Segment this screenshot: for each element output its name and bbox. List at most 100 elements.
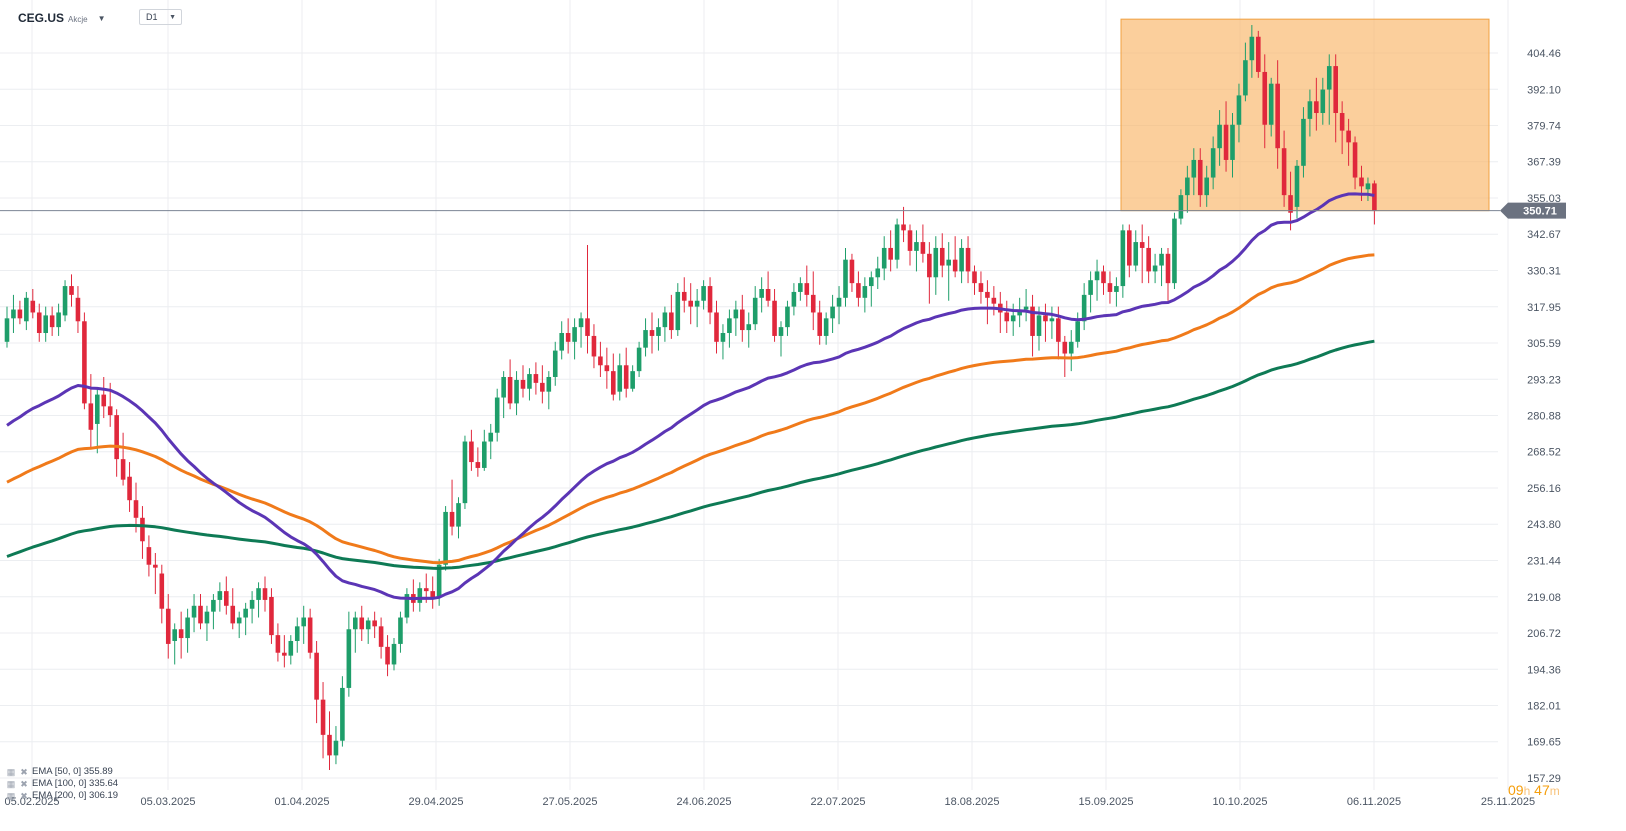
candle-body [933, 247, 939, 278]
last-price-tag [1500, 202, 1566, 219]
candle-body [914, 242, 919, 251]
candle-body [643, 330, 648, 348]
indicator-legend: ▦ ✖ EMA [50, 0] 355.89 ▦ ✖ EMA [100, 0] … [6, 766, 118, 802]
timeframe-select[interactable]: D1 ▼ [139, 9, 182, 25]
candle-body [585, 318, 590, 336]
candle-body [759, 289, 764, 298]
legend-ema50-text: EMA [50, 0] 355.89 [32, 766, 113, 777]
x-tick-label: 15.09.2025 [1078, 796, 1133, 808]
candle-body [1326, 66, 1332, 90]
candle-body [746, 324, 752, 331]
y-tick-label: 194.36 [1527, 664, 1561, 676]
candle-body [1191, 159, 1197, 178]
y-tick-label: 355.03 [1527, 193, 1561, 205]
candle-body [107, 406, 113, 416]
candle-body [1281, 148, 1287, 196]
candle-body [211, 599, 216, 612]
candle-body [262, 588, 268, 600]
close-icon[interactable]: ✖ [20, 791, 28, 801]
candle-body [1152, 265, 1158, 272]
candle-body [1159, 253, 1164, 266]
candle-body [881, 247, 887, 269]
candle-body [1017, 309, 1022, 316]
candle-body [785, 306, 790, 328]
y-tick-label: 169.65 [1527, 737, 1561, 749]
candle-body [430, 591, 435, 597]
candle-body [1068, 341, 1074, 354]
candle-body [462, 441, 468, 504]
candle-body [520, 379, 526, 389]
candle-body [294, 626, 300, 641]
candle-body [1127, 230, 1132, 266]
candle-body [1365, 183, 1371, 190]
y-tick-label: 404.46 [1527, 48, 1561, 60]
candle-body [1307, 101, 1313, 119]
ema100-line [6, 253, 1375, 565]
candle-body [856, 283, 861, 298]
candle-body [727, 318, 732, 334]
candle-body [714, 312, 719, 342]
candle-body [669, 312, 674, 331]
candle-body [636, 347, 642, 372]
candle-body [198, 605, 203, 624]
candle-body [314, 652, 319, 700]
candle-body [494, 397, 500, 433]
candle-body [224, 591, 229, 606]
candle-body [604, 365, 610, 372]
candle-body [1146, 247, 1151, 272]
candle-body [365, 620, 371, 630]
candle-body [172, 629, 177, 641]
candle-body [740, 309, 745, 331]
candle-body [972, 271, 977, 284]
candle-body [798, 283, 803, 292]
y-tick-label: 231.44 [1527, 556, 1561, 568]
candle-body [449, 511, 455, 527]
candle-body [514, 379, 519, 404]
candle-body [1256, 36, 1261, 72]
candle-body [939, 247, 945, 266]
candle-body [275, 635, 281, 653]
candle-body [1268, 83, 1274, 125]
y-tick-label: 268.52 [1527, 447, 1561, 459]
y-tick-label: 293.23 [1527, 374, 1561, 386]
close-icon[interactable]: ✖ [20, 767, 28, 777]
candle-body [952, 259, 958, 272]
x-tick-label: 05.02.2025 [4, 796, 59, 808]
candle-body [391, 643, 397, 665]
candle-body [623, 365, 629, 389]
candle-body [165, 608, 171, 644]
candle-body [56, 312, 61, 328]
candle-body [1178, 195, 1184, 219]
timer-hours: 09 [1508, 782, 1524, 798]
y-tick-label: 157.29 [1527, 773, 1561, 785]
symbol-dropdown-icon[interactable]: ▼ [97, 13, 106, 23]
y-tick-label: 379.74 [1527, 121, 1561, 133]
candle-body [869, 277, 874, 287]
candle-body [482, 441, 487, 468]
x-tick-label: 27.05.2025 [542, 796, 597, 808]
close-icon[interactable]: ✖ [20, 779, 28, 789]
x-tick-label: 24.06.2025 [676, 796, 731, 808]
settings-icon[interactable]: ▦ [6, 791, 16, 801]
candle-body [694, 300, 700, 307]
candle-body [720, 333, 726, 342]
settings-icon[interactable]: ▦ [6, 779, 16, 789]
candle-body [1288, 195, 1293, 213]
candle-body [656, 327, 661, 336]
candle-body [1236, 95, 1242, 125]
candle-body [204, 611, 210, 624]
candle-body [243, 608, 248, 618]
y-tick-label: 330.31 [1527, 265, 1561, 277]
candle-body [810, 294, 816, 313]
symbol-label[interactable]: CEG.US [18, 11, 65, 25]
candle-body [127, 476, 132, 501]
candle-body [540, 382, 545, 392]
candle-body [901, 224, 906, 231]
candle-body [836, 297, 842, 307]
settings-icon[interactable]: ▦ [6, 767, 16, 777]
candle-body [1333, 66, 1338, 114]
candle-body [578, 318, 584, 328]
timer-minutes: 47 [1534, 782, 1550, 798]
candle-body [469, 441, 474, 463]
